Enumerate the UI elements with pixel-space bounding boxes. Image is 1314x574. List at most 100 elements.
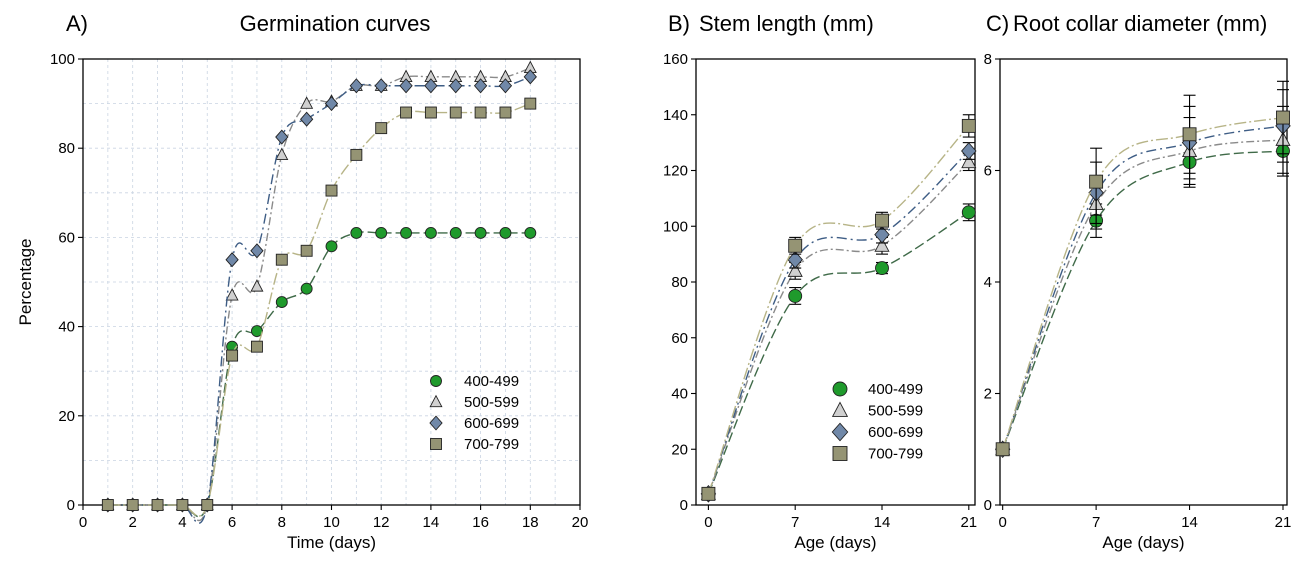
- data-point: [961, 142, 977, 160]
- x-axis-label: Age (days): [1102, 533, 1184, 552]
- data-point: [449, 78, 463, 94]
- data-point: [788, 238, 803, 253]
- legend-marker: [831, 401, 849, 417]
- y-tick-label: 0: [67, 497, 75, 514]
- data-point: [961, 153, 977, 169]
- x-tick-label: 8: [278, 514, 286, 531]
- legend-marker: [831, 422, 849, 442]
- data-point: [874, 237, 890, 252]
- data-point: [995, 442, 1010, 457]
- y-tick-label: 140: [663, 107, 688, 124]
- data-point: [350, 148, 363, 161]
- data-point: [1276, 110, 1290, 125]
- plot-frame: [695, 58, 976, 506]
- x-tick-label: 7: [1092, 514, 1100, 531]
- y-tick-label: 60: [58, 229, 75, 246]
- y-tick-label: 4: [984, 274, 992, 291]
- data-point: [151, 499, 164, 511]
- data-point: [1089, 174, 1104, 189]
- legend-marker: [429, 415, 443, 431]
- data-point: [961, 205, 976, 220]
- data-point: [374, 78, 388, 94]
- y-tick-label: 2: [984, 386, 992, 403]
- x-tick-label: 0: [998, 514, 1006, 531]
- data-point: [424, 78, 438, 94]
- legend-label: 700-799: [868, 446, 923, 463]
- x-tick-label: 6: [228, 514, 236, 531]
- series-line: [107, 76, 531, 524]
- data-point: [449, 226, 462, 239]
- data-point: [126, 499, 139, 511]
- legend-marker: [430, 438, 442, 450]
- data-point: [275, 147, 289, 161]
- series-700-799: [995, 80, 1290, 457]
- series-line: [1002, 125, 1284, 450]
- data-point: [226, 349, 239, 362]
- data-point: [399, 78, 413, 94]
- y-tick-label: 120: [663, 163, 688, 180]
- series-line: [707, 161, 970, 495]
- data-point: [275, 296, 288, 309]
- data-point: [875, 261, 889, 276]
- legend-label: 500-599: [464, 394, 519, 411]
- y-tick-label: 20: [671, 441, 688, 458]
- legend-label: 600-699: [464, 415, 519, 432]
- series-700-799: [101, 97, 537, 517]
- x-tick-label: 0: [79, 514, 87, 531]
- data-point: [325, 240, 338, 253]
- legend-marker: [832, 381, 848, 397]
- x-tick-label: 0: [704, 514, 712, 531]
- plot-frame: [999, 58, 1288, 506]
- series-line: [107, 102, 531, 517]
- y-tick-label: 80: [58, 140, 75, 157]
- data-point: [375, 226, 388, 239]
- data-point: [523, 69, 537, 85]
- x-tick-label: 12: [373, 514, 390, 531]
- series-400-499: [995, 125, 1290, 457]
- y-tick-label: 80: [671, 274, 688, 291]
- data-point: [300, 244, 313, 257]
- legend-marker: [429, 394, 443, 408]
- y-tick-label: 6: [984, 163, 992, 180]
- series-line: [1002, 150, 1284, 450]
- data-point: [300, 111, 314, 127]
- data-point: [375, 122, 388, 135]
- data-point: [473, 78, 488, 94]
- y-tick-label: 100: [663, 218, 688, 235]
- data-point: [250, 340, 263, 353]
- data-point: [225, 252, 239, 268]
- data-point: [275, 253, 288, 266]
- y-tick-label: 100: [50, 51, 75, 68]
- legend-label: 400-499: [464, 373, 519, 390]
- data-point: [250, 243, 264, 259]
- data-point: [275, 129, 289, 145]
- data-point: [961, 118, 976, 133]
- y-axis-label: Percentage: [16, 239, 35, 326]
- x-tick-label: 16: [472, 514, 489, 531]
- data-point: [788, 288, 803, 303]
- series-line: [707, 150, 970, 495]
- series-line: [1002, 116, 1284, 450]
- legend-label: 400-499: [868, 381, 923, 398]
- data-point: [524, 97, 537, 110]
- series-line: [1002, 139, 1284, 450]
- data-point: [1182, 127, 1197, 142]
- data-point: [400, 226, 412, 239]
- series-700-799: [701, 114, 976, 501]
- data-point: [201, 499, 214, 511]
- data-point: [101, 499, 114, 511]
- legend-marker: [832, 446, 848, 461]
- x-tick-label: 18: [522, 514, 539, 531]
- data-point: [300, 96, 314, 109]
- x-tick-label: 4: [178, 514, 186, 531]
- x-tick-label: 14: [1181, 514, 1198, 531]
- panel-stem-length: 0 7 14 21 0 20 40 60 80 100 120 140 160 B) Stem length…: [663, 11, 977, 552]
- data-point: [449, 106, 462, 119]
- data-point: [349, 78, 363, 94]
- y-tick-label: 60: [671, 330, 688, 347]
- y-tick-label: 0: [680, 497, 688, 514]
- data-point: [424, 226, 437, 239]
- data-point: [474, 106, 487, 119]
- x-axis-label: Time (days): [287, 533, 376, 552]
